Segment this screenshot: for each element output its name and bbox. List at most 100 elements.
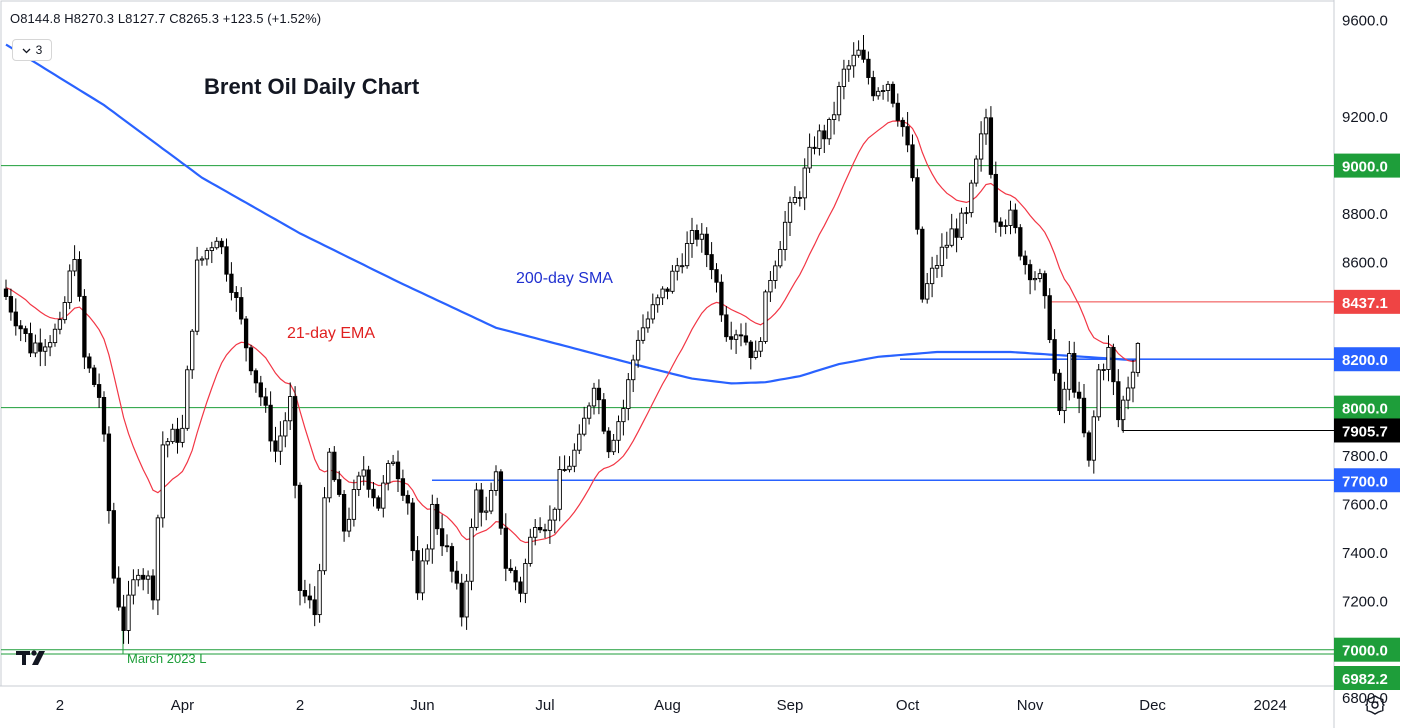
candle bbox=[361, 456, 366, 486]
candle-body bbox=[758, 341, 763, 352]
candle bbox=[390, 454, 396, 466]
time-tick-label: Nov bbox=[1017, 697, 1044, 714]
candle bbox=[714, 263, 719, 293]
time-tick-label: Jul bbox=[535, 697, 554, 714]
candle bbox=[498, 469, 504, 535]
candle bbox=[773, 260, 778, 289]
candle-body bbox=[1072, 353, 1077, 393]
candle-body bbox=[322, 497, 327, 572]
candle-body bbox=[57, 319, 63, 330]
candle bbox=[464, 574, 469, 630]
candle-body bbox=[670, 270, 675, 292]
candle-body bbox=[1047, 295, 1052, 341]
annotation-label: 21-day EMA bbox=[287, 325, 375, 342]
candle-body bbox=[439, 528, 445, 547]
candle bbox=[993, 161, 998, 233]
candle bbox=[684, 231, 690, 269]
candle-body bbox=[748, 341, 753, 358]
candle bbox=[332, 446, 337, 482]
candle-body bbox=[1027, 264, 1033, 281]
candle-body bbox=[861, 49, 866, 60]
candle-body bbox=[1106, 346, 1111, 370]
candle bbox=[292, 386, 298, 499]
candle bbox=[552, 507, 557, 534]
candle bbox=[111, 502, 116, 584]
candle-body bbox=[827, 119, 832, 140]
candle bbox=[1037, 268, 1043, 283]
candle-body bbox=[518, 581, 523, 594]
candle bbox=[866, 51, 871, 85]
candle bbox=[415, 536, 420, 600]
candle-body bbox=[792, 197, 798, 204]
candle bbox=[253, 368, 259, 393]
tradingview-logo-icon[interactable] bbox=[16, 648, 56, 668]
candle-body bbox=[327, 451, 332, 499]
candle-body bbox=[802, 167, 807, 199]
candle bbox=[13, 298, 18, 336]
candle bbox=[660, 286, 665, 306]
candle-body bbox=[993, 173, 998, 223]
candle bbox=[895, 93, 900, 127]
indicators-collapse-button[interactable]: 3 bbox=[12, 39, 52, 61]
candle bbox=[444, 534, 450, 553]
candle-body bbox=[13, 311, 18, 327]
candle-body bbox=[964, 212, 969, 215]
candle-body bbox=[733, 334, 739, 340]
level-badge-bg bbox=[1334, 153, 1400, 178]
candle bbox=[219, 238, 224, 255]
candle-body bbox=[87, 356, 92, 369]
price-tick-label: 9600.0 bbox=[1342, 12, 1388, 29]
candle bbox=[234, 286, 239, 312]
level-badge: 9000.0 bbox=[1334, 153, 1400, 178]
candle bbox=[939, 233, 945, 278]
level-badge: 7000.0 bbox=[1334, 637, 1400, 662]
candle bbox=[1076, 381, 1082, 414]
candle-body bbox=[1013, 209, 1018, 229]
candle bbox=[312, 586, 317, 627]
time-tick-label: Sep bbox=[777, 697, 804, 714]
moving-averages bbox=[5, 43, 1139, 544]
candle bbox=[479, 482, 484, 527]
candle-body bbox=[567, 465, 572, 471]
candle-body bbox=[1042, 273, 1047, 297]
candle-body bbox=[288, 396, 293, 422]
price-axis[interactable]: 9600.0 9200.0 8800.0 8600.0 7800.0 7600.0 7400… bbox=[1334, 12, 1400, 707]
candle-body bbox=[812, 146, 817, 149]
candle-body bbox=[552, 508, 557, 521]
candle-body bbox=[616, 421, 621, 441]
candle-body bbox=[185, 369, 190, 429]
candle bbox=[96, 373, 102, 409]
candle-body bbox=[18, 325, 23, 330]
gear-icon[interactable] bbox=[1364, 694, 1386, 716]
candle-body bbox=[67, 270, 72, 303]
candle-body bbox=[121, 606, 126, 631]
candle-body bbox=[371, 488, 376, 499]
candle-body bbox=[469, 526, 474, 582]
candle bbox=[738, 323, 744, 347]
candle-body bbox=[660, 288, 665, 299]
time-axis[interactable]: 2 Apr 2 Jun Jul Aug Sep Oct Nov Dec 2024 bbox=[56, 697, 1287, 714]
candle bbox=[508, 559, 513, 574]
level-badge: 8200.0 bbox=[1334, 347, 1400, 372]
candle-body bbox=[905, 126, 910, 146]
candle-body bbox=[831, 114, 837, 120]
candle bbox=[327, 448, 332, 503]
candle bbox=[67, 264, 72, 310]
candle-body bbox=[787, 202, 793, 223]
candle-body bbox=[998, 221, 1003, 227]
candle bbox=[145, 570, 151, 594]
candle-body bbox=[136, 574, 141, 581]
candle bbox=[52, 323, 58, 347]
candle-body bbox=[915, 177, 920, 230]
candle bbox=[856, 40, 861, 58]
candle bbox=[880, 84, 886, 100]
candle bbox=[395, 450, 401, 492]
candle bbox=[425, 544, 430, 565]
candle-body bbox=[1086, 432, 1092, 461]
candle bbox=[1135, 342, 1141, 377]
candle-body bbox=[871, 77, 876, 97]
candle-body bbox=[680, 265, 685, 268]
candle bbox=[998, 217, 1003, 237]
candle-body bbox=[332, 451, 337, 481]
